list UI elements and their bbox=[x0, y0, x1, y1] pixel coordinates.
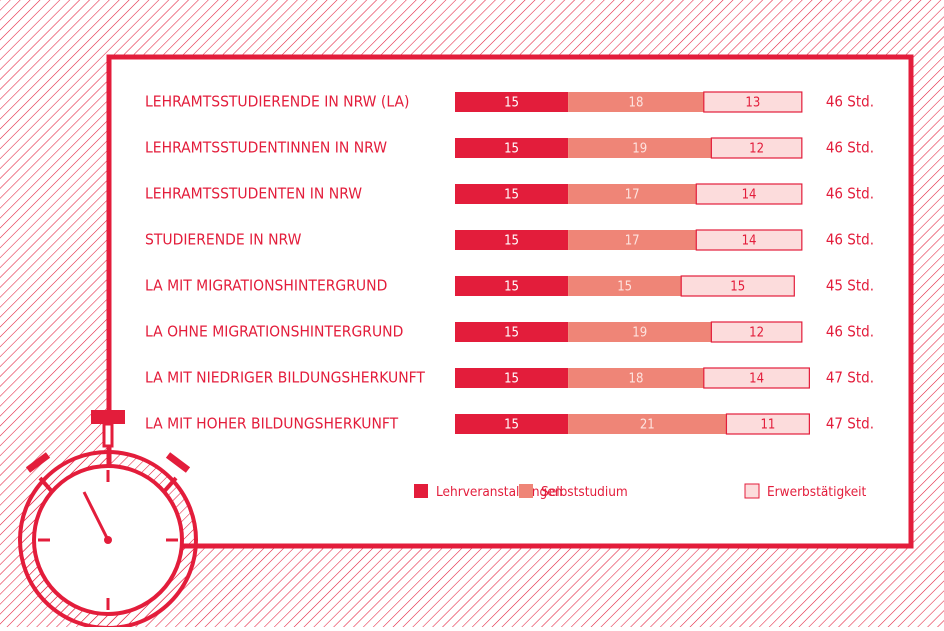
total-label: 46 Std. bbox=[826, 93, 874, 111]
category-label: LA MIT MIGRATIONSHINTERGRUND bbox=[145, 277, 387, 295]
total-label: 45 Std. bbox=[826, 277, 874, 295]
value-label: 18 bbox=[629, 96, 644, 111]
total-label: 47 Std. bbox=[826, 415, 874, 433]
total-label: 46 Std. bbox=[826, 139, 874, 157]
value-label: 14 bbox=[749, 372, 764, 387]
value-label: 15 bbox=[504, 142, 519, 157]
category-label: LEHRAMTSSTUDIERENDE IN NRW (LA) bbox=[145, 93, 409, 111]
category-label: LA MIT HOHER BILDUNGSHERKUNFT bbox=[145, 415, 399, 433]
value-label: 14 bbox=[742, 234, 757, 249]
value-label: 15 bbox=[504, 372, 519, 387]
legend-label: Selbststudium bbox=[541, 484, 628, 500]
value-label: 15 bbox=[504, 188, 519, 203]
value-label: 18 bbox=[629, 372, 644, 387]
page: LEHRAMTSSTUDIERENDE IN NRW (LA) 15 18 13 46 … bbox=[0, 0, 944, 627]
value-label: 17 bbox=[625, 234, 640, 249]
category-label: LA OHNE MIGRATIONSHINTERGRUND bbox=[145, 323, 403, 341]
value-label: 15 bbox=[617, 280, 632, 295]
category-label: STUDIERENDE IN NRW bbox=[145, 231, 302, 249]
value-label: 17 bbox=[625, 188, 640, 203]
total-label: 46 Std. bbox=[826, 185, 874, 203]
total-label: 46 Std. bbox=[826, 231, 874, 249]
value-label: 15 bbox=[504, 280, 519, 295]
panel bbox=[109, 57, 911, 546]
value-label: 11 bbox=[760, 418, 775, 433]
legend-label: Erwerbstätigkeit bbox=[767, 484, 867, 500]
value-label: 12 bbox=[749, 326, 764, 341]
value-label: 15 bbox=[504, 326, 519, 341]
category-label: LA MIT NIEDRIGER BILDUNGSHERKUNFT bbox=[145, 369, 425, 387]
legend-swatch bbox=[745, 484, 759, 498]
value-label: 14 bbox=[742, 188, 757, 203]
value-label: 19 bbox=[632, 142, 647, 157]
total-label: 47 Std. bbox=[826, 369, 874, 387]
value-label: 15 bbox=[504, 96, 519, 111]
value-label: 19 bbox=[632, 326, 647, 341]
category-label: LEHRAMTSSTUDENTINNEN IN NRW bbox=[145, 139, 387, 157]
legend-swatch bbox=[519, 484, 533, 498]
value-label: 13 bbox=[745, 96, 760, 111]
value-label: 15 bbox=[730, 280, 745, 295]
legend-swatch bbox=[414, 484, 428, 498]
total-label: 46 Std. bbox=[826, 323, 874, 341]
value-label: 15 bbox=[504, 418, 519, 433]
chart: LEHRAMTSSTUDIERENDE IN NRW (LA) 15 18 13 46 … bbox=[0, 0, 944, 627]
value-label: 15 bbox=[504, 234, 519, 249]
value-label: 12 bbox=[749, 142, 764, 157]
category-label: LEHRAMTSSTUDENTEN IN NRW bbox=[145, 185, 362, 203]
value-label: 21 bbox=[640, 418, 655, 433]
